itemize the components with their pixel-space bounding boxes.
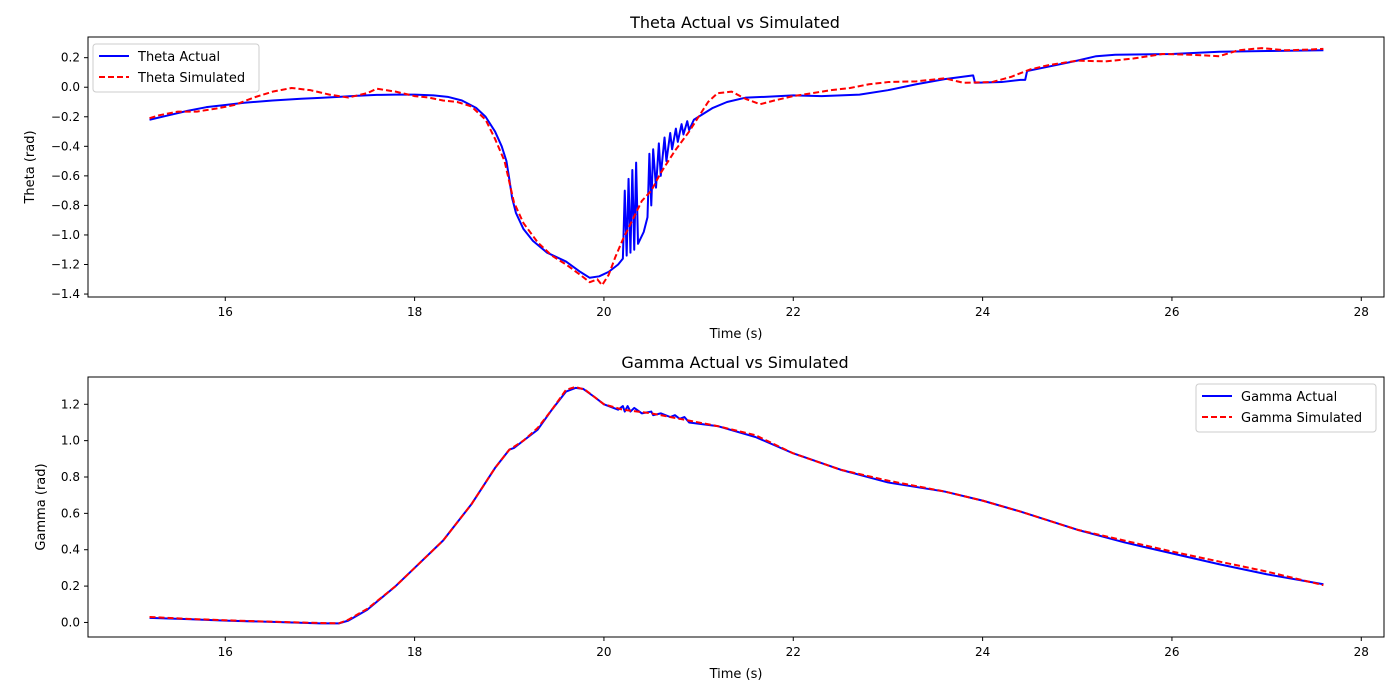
theta-x-tick-label: 20 bbox=[596, 305, 611, 319]
theta-x-tick-label: 26 bbox=[1164, 305, 1179, 319]
gamma-legend: Gamma Actual Gamma Simulated bbox=[1195, 383, 1377, 433]
theta-x-tick-label: 16 bbox=[218, 305, 233, 319]
theta-x-tick-label: 22 bbox=[786, 305, 801, 319]
theta-x-tick-label: 28 bbox=[1354, 305, 1369, 319]
gamma-y-tick-label: 1.0 bbox=[61, 434, 80, 448]
gamma-chart-panel: Gamma Actual vs Simulated 16 18 20 22 24 26 28… bbox=[34, 353, 1385, 682]
gamma-x-tick-label: 22 bbox=[786, 645, 801, 659]
gamma-chart-title: Gamma Actual vs Simulated bbox=[621, 353, 848, 372]
gamma-y-tick-label: 0.4 bbox=[61, 543, 80, 557]
gamma-y-tick-label: 0.6 bbox=[61, 506, 80, 520]
theta-y-tick-label: −0.4 bbox=[51, 139, 80, 153]
gamma-legend-box bbox=[1195, 383, 1377, 433]
theta-y-tick-label: −1.4 bbox=[51, 287, 80, 301]
gamma-y-tick-label: 1.2 bbox=[61, 397, 80, 411]
theta-y-tick-label: −1.0 bbox=[51, 228, 80, 242]
theta-y-tick-label: −0.8 bbox=[51, 198, 80, 212]
gamma-plot-area bbox=[88, 377, 1384, 637]
theta-series-simulated-line bbox=[149, 47, 1324, 287]
theta-chart-panel: Theta Actual vs Simulated 16 18 20 22 24 26 28… bbox=[23, 13, 1385, 342]
theta-plot-area bbox=[88, 37, 1384, 297]
gamma-x-tick-label: 16 bbox=[218, 645, 233, 659]
gamma-legend-actual-label: Gamma Actual bbox=[1241, 390, 1337, 405]
theta-chart-title: Theta Actual vs Simulated bbox=[629, 13, 840, 32]
gamma-axes-frame bbox=[87, 376, 1385, 638]
gamma-y-tick-label: 0.0 bbox=[61, 615, 80, 629]
gamma-x-axis-label: Time (s) bbox=[709, 667, 763, 682]
gamma-x-ticks: 16 18 20 22 24 26 28 bbox=[218, 637, 1369, 659]
gamma-x-tick-label: 26 bbox=[1164, 645, 1179, 659]
theta-axes-frame bbox=[87, 36, 1385, 298]
gamma-legend-simulated-label: Gamma Simulated bbox=[1241, 411, 1362, 426]
theta-legend-simulated-label: Theta Simulated bbox=[137, 71, 245, 86]
theta-y-tick-label: 0.2 bbox=[61, 51, 80, 65]
theta-legend-box bbox=[92, 43, 260, 93]
theta-series-actual-line bbox=[149, 49, 1324, 279]
theta-legend-actual-label: Theta Actual bbox=[137, 50, 220, 65]
theta-x-tick-label: 24 bbox=[975, 305, 990, 319]
gamma-series-group bbox=[149, 386, 1324, 625]
theta-x-ticks: 16 18 20 22 24 26 28 bbox=[218, 297, 1369, 319]
theta-legend: Theta Actual Theta Simulated bbox=[92, 43, 260, 93]
gamma-x-tick-label: 20 bbox=[596, 645, 611, 659]
theta-y-axis-label: Theta (rad) bbox=[23, 130, 38, 204]
theta-x-tick-label: 18 bbox=[407, 305, 422, 319]
theta-y-tick-label: 0.0 bbox=[61, 80, 80, 94]
gamma-x-tick-label: 24 bbox=[975, 645, 990, 659]
gamma-y-tick-label: 0.8 bbox=[61, 470, 80, 484]
theta-y-tick-label: −0.2 bbox=[51, 110, 80, 124]
theta-y-tick-label: −1.2 bbox=[51, 258, 80, 272]
gamma-x-tick-label: 28 bbox=[1354, 645, 1369, 659]
theta-series-group bbox=[149, 47, 1324, 287]
theta-x-axis-label: Time (s) bbox=[709, 327, 763, 342]
theta-y-ticks: 0.2 0.0 −0.2 −0.4 −0.6 −0.8 −1.0 −1.2 −1.4 bbox=[51, 51, 88, 301]
gamma-x-tick-label: 18 bbox=[407, 645, 422, 659]
theta-y-tick-label: −0.6 bbox=[51, 169, 80, 183]
gamma-series-simulated-line bbox=[149, 386, 1324, 625]
gamma-y-ticks: 1.2 1.0 0.8 0.6 0.4 0.2 0.0 bbox=[61, 397, 88, 629]
gamma-y-tick-label: 0.2 bbox=[61, 579, 80, 593]
gamma-y-axis-label: Gamma (rad) bbox=[34, 463, 49, 550]
